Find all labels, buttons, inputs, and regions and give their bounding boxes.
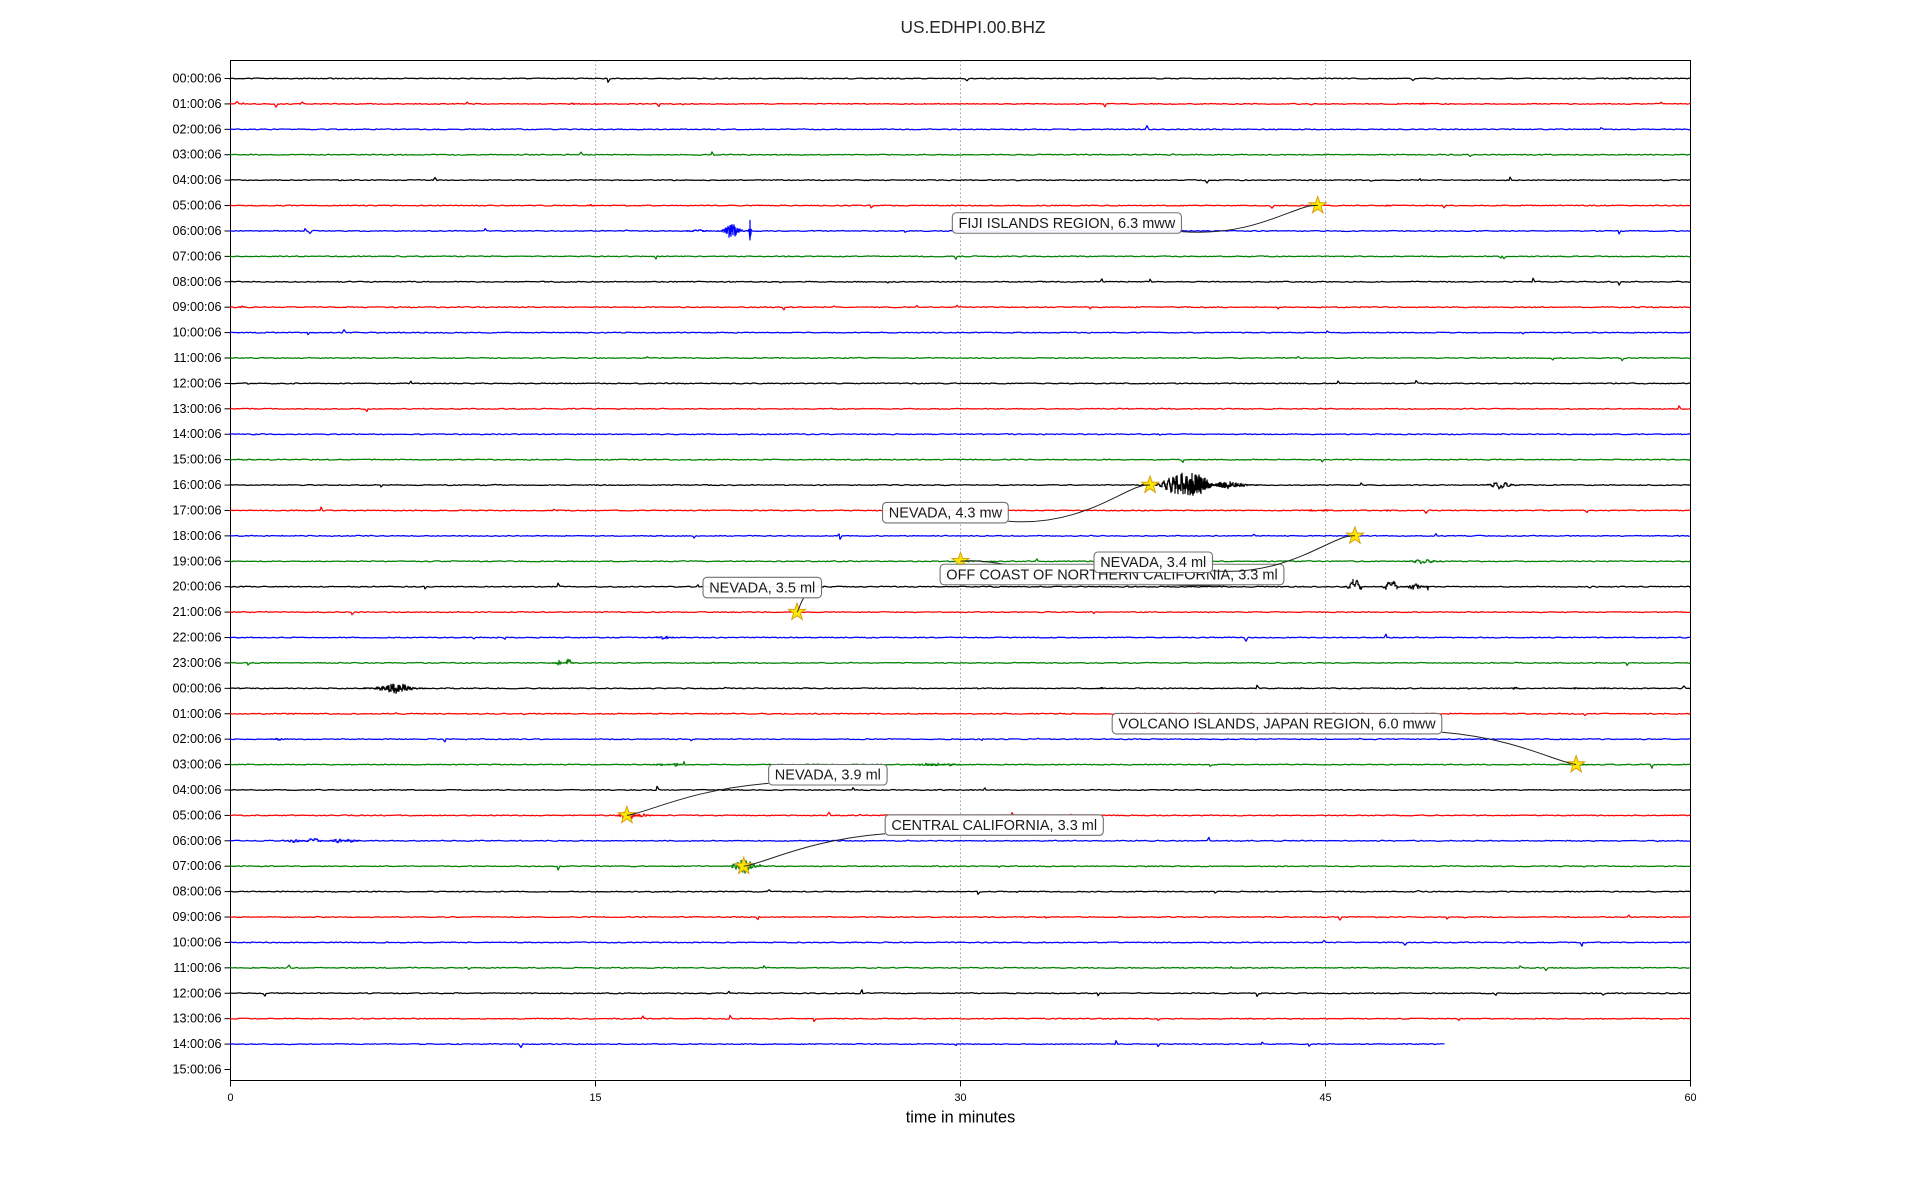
svg-text:21:00:06: 21:00:06	[172, 605, 221, 619]
svg-text:NEVADA, 3.4 ml: NEVADA, 3.4 ml	[1100, 555, 1206, 571]
svg-text:30: 30	[954, 1092, 966, 1104]
svg-text:09:00:06: 09:00:06	[172, 910, 221, 924]
svg-text:NEVADA, 3.5 ml: NEVADA, 3.5 ml	[709, 580, 815, 596]
svg-text:04:00:06: 04:00:06	[172, 173, 221, 187]
svg-text:04:00:06: 04:00:06	[172, 783, 221, 797]
svg-text:01:00:06: 01:00:06	[172, 97, 221, 111]
svg-text:15: 15	[589, 1092, 601, 1104]
svg-text:12:00:06: 12:00:06	[172, 376, 221, 390]
svg-text:22:00:06: 22:00:06	[172, 631, 221, 645]
svg-text:06:00:06: 06:00:06	[172, 834, 221, 848]
svg-text:FIJI ISLANDS REGION, 6.3 mww: FIJI ISLANDS REGION, 6.3 mww	[959, 216, 1176, 232]
svg-text:NEVADA, 4.3 mw: NEVADA, 4.3 mw	[889, 506, 1003, 522]
svg-text:VOLCANO ISLANDS, JAPAN REGION,: VOLCANO ISLANDS, JAPAN REGION, 6.0 mww	[1118, 717, 1436, 733]
svg-text:23:00:06: 23:00:06	[172, 656, 221, 670]
svg-text:09:00:06: 09:00:06	[172, 300, 221, 314]
svg-text:14:00:06: 14:00:06	[172, 1037, 221, 1051]
svg-text:02:00:06: 02:00:06	[172, 732, 221, 746]
svg-text:03:00:06: 03:00:06	[172, 758, 221, 772]
svg-text:13:00:06: 13:00:06	[172, 1012, 221, 1026]
svg-text:17:00:06: 17:00:06	[172, 503, 221, 517]
svg-text:45: 45	[1319, 1092, 1331, 1104]
svg-text:01:00:06: 01:00:06	[172, 707, 221, 721]
svg-text:02:00:06: 02:00:06	[172, 122, 221, 136]
svg-text:05:00:06: 05:00:06	[172, 199, 221, 213]
svg-text:05:00:06: 05:00:06	[172, 808, 221, 822]
svg-text:10:00:06: 10:00:06	[172, 935, 221, 949]
svg-text:US.EDHPI.00.BHZ: US.EDHPI.00.BHZ	[900, 17, 1045, 37]
svg-text:NEVADA, 3.9 ml: NEVADA, 3.9 ml	[775, 768, 881, 784]
svg-text:00:00:06: 00:00:06	[172, 72, 221, 86]
svg-text:0: 0	[227, 1092, 233, 1104]
svg-text:19:00:06: 19:00:06	[172, 554, 221, 568]
svg-text:06:00:06: 06:00:06	[172, 224, 221, 238]
svg-text:16:00:06: 16:00:06	[172, 478, 221, 492]
svg-text:13:00:06: 13:00:06	[172, 402, 221, 416]
svg-text:time in minutes: time in minutes	[906, 1109, 1016, 1127]
svg-text:00:00:06: 00:00:06	[172, 681, 221, 695]
svg-text:11:00:06: 11:00:06	[173, 961, 221, 975]
svg-text:20:00:06: 20:00:06	[172, 580, 221, 594]
svg-text:15:00:06: 15:00:06	[172, 453, 221, 467]
svg-text:07:00:06: 07:00:06	[172, 859, 221, 873]
svg-text:CENTRAL CALIFORNIA, 3.3 ml: CENTRAL CALIFORNIA, 3.3 ml	[891, 818, 1097, 834]
svg-text:14:00:06: 14:00:06	[172, 427, 221, 441]
svg-text:12:00:06: 12:00:06	[172, 986, 221, 1000]
svg-text:15:00:06: 15:00:06	[172, 1062, 221, 1076]
svg-text:18:00:06: 18:00:06	[172, 529, 221, 543]
svg-text:60: 60	[1684, 1092, 1696, 1104]
svg-text:11:00:06: 11:00:06	[173, 351, 221, 365]
svg-text:08:00:06: 08:00:06	[172, 275, 221, 289]
svg-text:10:00:06: 10:00:06	[172, 326, 221, 340]
svg-text:07:00:06: 07:00:06	[172, 249, 221, 263]
svg-text:08:00:06: 08:00:06	[172, 885, 221, 899]
svg-text:03:00:06: 03:00:06	[172, 148, 221, 162]
